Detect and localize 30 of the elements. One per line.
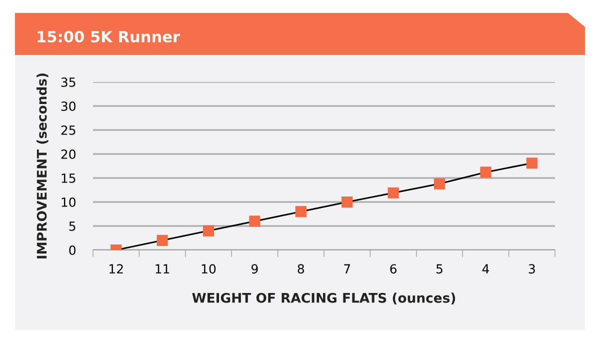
x-tick-label: 6	[390, 264, 396, 274]
y-tick-label: 35	[61, 77, 76, 87]
y-tick-label: 30	[61, 101, 76, 111]
x-tick-label: 11	[156, 264, 170, 274]
point	[202, 225, 214, 236]
x-axis-title: WEIGHT OF RACING FLATS (ounces)	[192, 292, 456, 304]
y-tick-label: 20	[61, 149, 76, 159]
point	[156, 234, 168, 246]
y-tick-label: 5	[69, 222, 76, 231]
y-axis-title: IMPROVEMENT (seconds)	[36, 74, 48, 258]
x-tick-label: 8	[298, 264, 304, 274]
x-tick-label: 7	[344, 264, 350, 274]
point	[480, 166, 492, 178]
point	[249, 216, 260, 227]
x-tick-label: 9	[252, 264, 258, 274]
x-tick-label: 5	[436, 264, 442, 274]
y-tick-label: 25	[61, 125, 76, 135]
point	[295, 206, 306, 218]
chart-title: 15:00 5K Runner	[38, 30, 180, 42]
y-tick-label: 15	[62, 174, 76, 183]
point	[388, 187, 399, 198]
x-tick-label: 3	[528, 264, 535, 274]
point	[434, 178, 446, 190]
x-tick-label: 12	[110, 264, 123, 274]
point	[342, 196, 353, 208]
y-tick-label: 10	[62, 197, 76, 207]
x-tick-label: 4	[482, 264, 489, 274]
y-tick-label: 0	[69, 245, 76, 255]
point	[526, 158, 538, 169]
x-tick-label: 10	[202, 264, 216, 274]
